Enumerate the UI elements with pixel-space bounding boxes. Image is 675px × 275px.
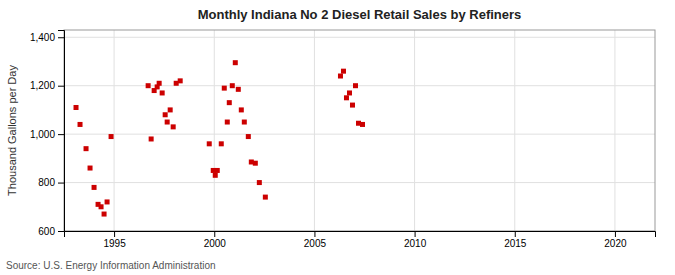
y-tick-mark (58, 37, 64, 38)
point (236, 87, 241, 92)
point (227, 100, 232, 105)
x-tick: 2005 (304, 231, 327, 249)
point (168, 107, 173, 112)
x-axis: 1995 2000 2005 2010 2015 2020 (65, 231, 656, 249)
x-tick-mark (314, 231, 315, 237)
x-tick-label: 2005 (304, 238, 327, 249)
x-tick-label: 2010 (404, 238, 427, 249)
point (74, 105, 79, 110)
grid-line-x (314, 30, 315, 231)
point (219, 141, 224, 146)
grid-line-x (614, 30, 615, 231)
point (165, 120, 170, 125)
point (360, 122, 365, 127)
grid-line-x (514, 30, 515, 231)
grid-line-y (64, 182, 655, 183)
grid (64, 30, 655, 231)
x-tick-mark (515, 231, 516, 237)
point (344, 95, 349, 100)
x-tick: 2000 (204, 231, 227, 249)
point (257, 180, 262, 185)
x-tick-label: 2015 (504, 238, 527, 249)
point (84, 146, 89, 151)
point (347, 90, 352, 95)
point (338, 74, 343, 79)
y-tick: 1,000 (30, 129, 64, 140)
point (246, 134, 251, 139)
point (78, 122, 83, 127)
chart: 1995 2000 2005 2010 2015 2020 600 800 1,000 1,200… (0, 0, 675, 275)
point (105, 199, 110, 204)
point (157, 81, 162, 86)
x-tick: 2020 (604, 231, 627, 249)
grid-line-x (214, 30, 215, 231)
x-tick-mark (615, 231, 616, 237)
point (242, 120, 247, 125)
grid-line-x (414, 30, 415, 231)
point (350, 103, 355, 108)
point (109, 134, 114, 139)
point (341, 69, 346, 74)
point (171, 124, 176, 129)
x-tick: 1995 (103, 231, 126, 249)
x-tick-label: 2000 (204, 238, 227, 249)
point (213, 173, 218, 178)
y-tick-mark (58, 86, 64, 87)
x-tick-mark (214, 231, 215, 237)
plot-frame (64, 30, 655, 231)
point (88, 166, 93, 171)
point (353, 83, 358, 88)
point (146, 83, 151, 88)
x-axis-line (65, 232, 656, 238)
point (253, 161, 258, 166)
points (74, 60, 365, 216)
point (102, 212, 107, 217)
y-tick-mark (58, 231, 64, 232)
y-tick: 800 (38, 177, 64, 188)
y-tick: 1,400 (30, 32, 64, 43)
x-tick-label: 2020 (604, 238, 627, 249)
y-tick-mark (58, 183, 64, 184)
point (149, 136, 154, 141)
grid-line-y (64, 85, 655, 86)
y-tick-label: 1,200 (30, 80, 55, 91)
point (222, 86, 227, 91)
y-axis-line (58, 31, 65, 232)
y-axis: 600 800 1,000 1,200 1,400 (30, 31, 65, 237)
y-tick-label: 1,400 (30, 32, 55, 43)
title: Monthly Indiana No 2 Diesel Retail Sales… (198, 7, 522, 22)
point (92, 185, 97, 190)
y-tick: 600 (38, 226, 64, 237)
x-tick-mark (415, 231, 416, 237)
point (215, 168, 220, 173)
y-tick-label: 600 (38, 226, 55, 237)
x-tick: 2010 (404, 231, 427, 249)
point (99, 204, 104, 209)
point (263, 195, 268, 200)
y-tick-mark (58, 134, 64, 135)
point (233, 60, 238, 65)
y-tick-label: 800 (38, 177, 55, 188)
y-axis-title: Thousand Gallons per Day (6, 65, 18, 196)
grid-line-y (64, 134, 655, 135)
point (178, 78, 183, 83)
point (160, 90, 165, 95)
y-tick: 1,200 (30, 80, 64, 91)
x-tick-mark (114, 231, 115, 237)
point (239, 107, 244, 112)
x-tick: 2015 (504, 231, 527, 249)
point (163, 112, 168, 117)
point (207, 141, 212, 146)
point (230, 83, 235, 88)
point (225, 120, 230, 125)
y-tick-label: 1,000 (30, 129, 55, 140)
grid-line-y (64, 37, 655, 38)
source-note: Source: U.S. Energy Information Administ… (6, 260, 216, 271)
x-tick-label: 1995 (103, 238, 126, 249)
grid-line-x (114, 30, 115, 231)
